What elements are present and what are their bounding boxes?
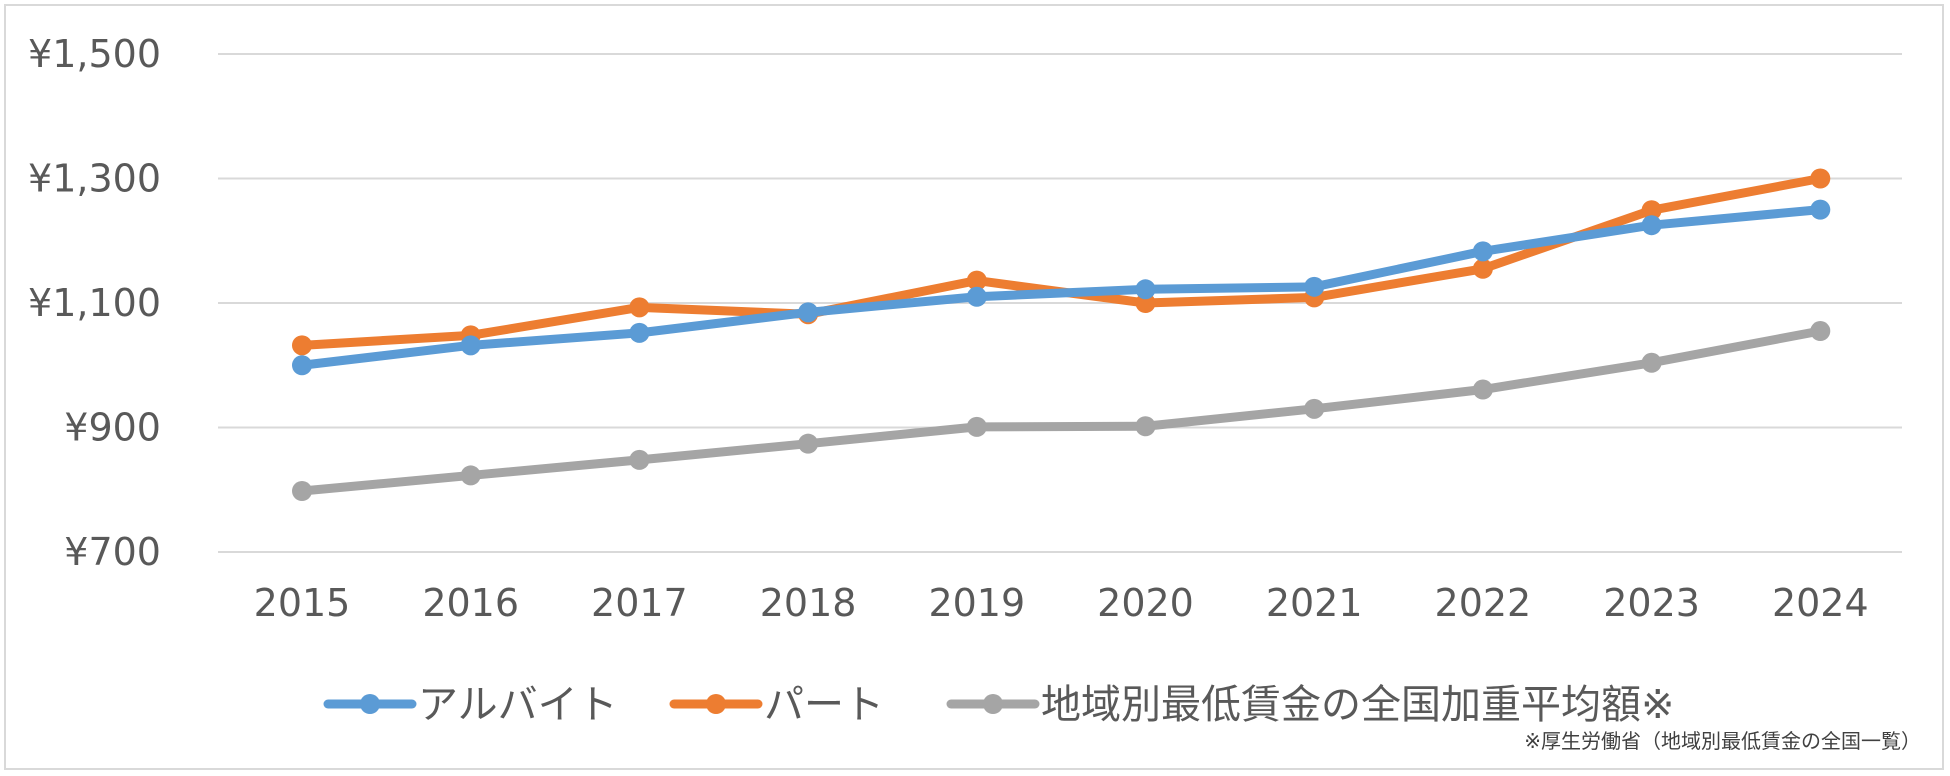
legend-item: 地域別最低賃金の全国加重平均額※: [946, 682, 1675, 728]
data-point: [1641, 352, 1662, 373]
data-point: [1472, 258, 1493, 279]
legend-item: アルバイト: [323, 682, 618, 728]
data-point: [1304, 398, 1325, 419]
y-axis-ticks: ¥1,500 ¥1,300 ¥1,100 ¥900 ¥700: [28, 32, 161, 574]
data-point: [1810, 199, 1831, 220]
data-point: [1472, 241, 1493, 262]
data-point: [292, 335, 312, 356]
data-point: [966, 270, 987, 291]
x-tick-label: 2015: [254, 581, 351, 625]
y-tick-label: ¥1,300: [28, 157, 161, 201]
series-0: [292, 199, 1831, 376]
legend-swatch-marker: [360, 694, 380, 714]
legend-swatch-marker: [983, 694, 1003, 714]
y-tick-label: ¥700: [64, 530, 161, 574]
legend-label: アルバイト: [418, 682, 618, 728]
y-tick-label: ¥1,100: [28, 281, 161, 325]
data-point: [966, 416, 987, 437]
x-tick-label: 2018: [760, 581, 857, 625]
x-axis-ticks: 2015 2016 2017 2018 2019 2020 2021 2022 2023 2024: [254, 581, 1869, 625]
data-point: [1472, 379, 1493, 400]
x-tick-label: 2016: [422, 581, 519, 625]
data-point: [460, 335, 481, 356]
series-line: [297, 174, 1825, 350]
y-tick-label: ¥900: [64, 406, 161, 450]
x-tick-label: 2024: [1772, 581, 1869, 625]
y-tick-label: ¥1,500: [28, 32, 161, 76]
legend-item: パート: [669, 682, 884, 728]
data-point: [798, 433, 819, 454]
legend: アルバイト パート 地域別最低賃金の全国加重平均額※: [323, 682, 1675, 728]
data-point: [1135, 293, 1156, 313]
data-point: [1810, 321, 1831, 342]
legend-label: 地域別最低賃金の全国加重平均額※: [1041, 682, 1675, 728]
data-point: [1135, 416, 1156, 437]
data-point: [1641, 200, 1662, 221]
data-point: [1304, 276, 1325, 297]
data-point: [292, 480, 312, 501]
line-chart: ¥1,500¥1,300¥1,100¥900¥700 2015 2016 2017 2…: [28, 32, 1921, 753]
series-2: [292, 321, 1831, 501]
data-point: [1135, 279, 1156, 300]
x-tick-label: 2023: [1603, 581, 1700, 625]
series-lines: [292, 168, 1831, 501]
x-tick-label: 2019: [928, 581, 1025, 625]
data-point: [460, 465, 481, 486]
x-tick-label: 2021: [1266, 581, 1363, 625]
data-point: [798, 302, 819, 323]
data-point: [1641, 215, 1662, 236]
x-tick-label: 2017: [591, 581, 688, 625]
x-tick-label: 2020: [1097, 581, 1194, 625]
data-point: [1810, 168, 1831, 189]
data-point: [629, 297, 650, 318]
chart-frame: ¥1,500 ¥1,300 ¥1,100 ¥900 ¥700 2015 2016 2017 2…: [4, 4, 1944, 770]
series-line: [297, 205, 1825, 370]
legend-swatch-marker: [706, 694, 726, 714]
data-point: [629, 449, 650, 470]
data-point: [629, 322, 650, 343]
series-line: [297, 326, 1825, 496]
data-point: [966, 286, 987, 307]
gridlines: [218, 53, 1902, 553]
series-1: [292, 168, 1831, 356]
data-point: [292, 355, 312, 376]
source-note: ※厚生労働省（地域別最低賃金の全国一覧）: [1524, 729, 1921, 753]
legend-label: パート: [764, 682, 884, 728]
x-tick-label: 2022: [1435, 581, 1532, 625]
